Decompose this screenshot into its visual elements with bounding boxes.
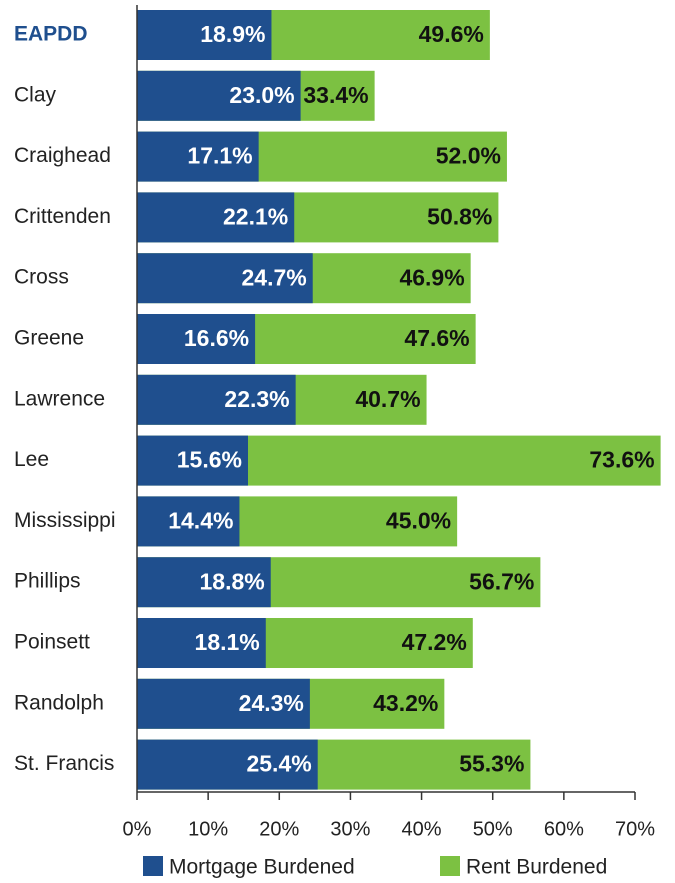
bar — [137, 70, 301, 121]
data-label: 23.0% — [229, 82, 294, 108]
data-label: 17.1% — [187, 143, 252, 169]
category-label: Randolph — [14, 691, 104, 714]
bar — [137, 739, 318, 790]
data-label: 45.0% — [386, 507, 451, 533]
data-label: 25.4% — [246, 751, 311, 777]
data-label: 47.2% — [402, 629, 467, 655]
x-tick-label: 10% — [188, 818, 228, 840]
x-tick-label: 60% — [544, 818, 584, 840]
data-label: 49.6% — [419, 21, 484, 47]
legend-swatch — [440, 856, 460, 876]
bar — [137, 10, 272, 60]
data-label: 33.4% — [303, 82, 368, 108]
bar — [137, 496, 240, 547]
data-label: 46.9% — [399, 264, 464, 290]
category-label: Greene — [14, 327, 84, 350]
data-label: 16.6% — [184, 325, 249, 351]
data-label: 52.0% — [436, 143, 501, 169]
x-tick-label: 70% — [615, 818, 655, 840]
data-label: 47.6% — [404, 325, 469, 351]
bar — [137, 374, 296, 425]
bar — [137, 192, 295, 243]
data-label: 55.3% — [459, 751, 524, 777]
bar — [137, 131, 259, 182]
data-label: 24.3% — [239, 690, 304, 716]
data-label: 22.3% — [224, 386, 289, 412]
bar — [137, 618, 266, 668]
category-label: Cross — [14, 266, 69, 289]
category-label: Craighead — [14, 144, 111, 167]
data-label: 40.7% — [355, 386, 420, 412]
category-label: Lee — [14, 448, 49, 471]
legend-label: Mortgage Burdened — [169, 856, 355, 879]
data-label: 73.6% — [589, 447, 654, 473]
data-label: 18.1% — [195, 629, 260, 655]
data-label: 15.6% — [177, 447, 242, 473]
data-label: 43.2% — [373, 690, 438, 716]
data-label: 18.9% — [200, 21, 265, 47]
x-tick-label: 0% — [123, 818, 152, 840]
legend-swatch — [143, 856, 163, 876]
bar — [137, 557, 271, 608]
data-label: 50.8% — [427, 203, 492, 229]
bar — [137, 678, 310, 729]
category-label: Phillips — [14, 570, 81, 593]
category-label: Crittenden — [14, 205, 111, 228]
data-label: 22.1% — [223, 203, 288, 229]
category-label: Lawrence — [14, 387, 105, 410]
category-label: EAPDD — [14, 23, 88, 46]
category-label: Mississippi — [14, 509, 116, 532]
x-tick-label: 50% — [473, 818, 513, 840]
category-label: Clay — [14, 83, 57, 106]
data-label: 14.4% — [168, 507, 233, 533]
bar — [137, 435, 248, 486]
x-tick-label: 40% — [402, 818, 442, 840]
x-tick-label: 20% — [259, 818, 299, 840]
data-label: 24.7% — [242, 264, 307, 290]
legend-label: Rent Burdened — [466, 856, 607, 879]
data-label: 56.7% — [469, 568, 534, 594]
data-label: 18.8% — [200, 568, 265, 594]
bar — [137, 314, 256, 364]
category-label: Poinsett — [14, 631, 90, 654]
bar — [137, 253, 313, 304]
x-tick-label: 30% — [330, 818, 370, 840]
category-label: St. Francis — [14, 752, 114, 775]
